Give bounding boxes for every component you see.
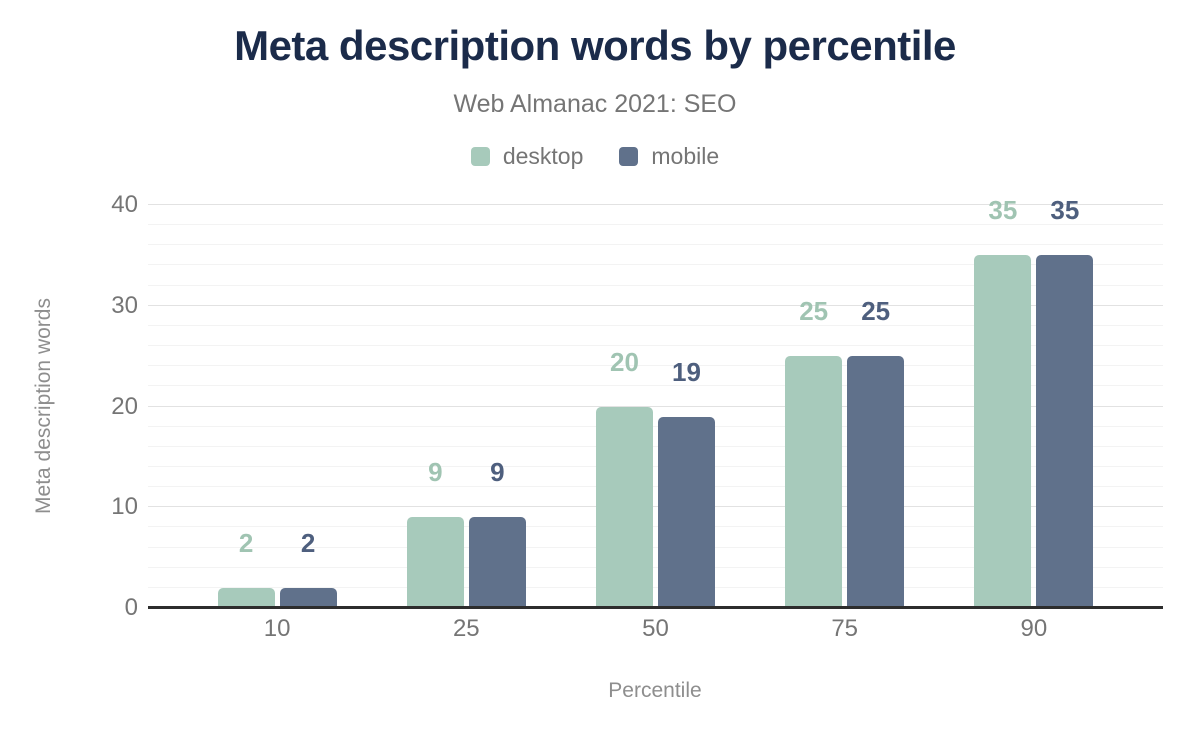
bar-value-label-mobile-p90: 35 — [1050, 195, 1080, 226]
minor-gridline-38 — [148, 224, 1163, 226]
bar-value-label-mobile-p10: 2 — [300, 527, 316, 558]
minor-gridline-32 — [148, 284, 1163, 286]
y-tick-label-40: 40 — [111, 191, 138, 218]
bar-value-label-desktop-p90: 35 — [988, 195, 1018, 226]
minor-gridline-28 — [148, 324, 1163, 326]
bar-value-label-desktop-p75: 25 — [799, 296, 829, 327]
minor-gridline-6 — [148, 546, 1163, 548]
bar-mobile-p75[interactable] — [847, 356, 905, 608]
y-tick-label-30: 30 — [111, 291, 138, 319]
mobile-series-swatch — [619, 147, 639, 166]
x-tick-label-90: 90 — [1020, 615, 1048, 642]
bar-mobile-p50[interactable] — [658, 416, 715, 608]
bar-mobile-p10[interactable] — [279, 587, 337, 608]
x-tick-label-50: 50 — [642, 615, 669, 642]
x-tick-label-25: 25 — [452, 615, 480, 642]
minor-gridline-18 — [148, 425, 1163, 427]
major-gridline-20 — [148, 405, 1163, 407]
bar-value-label-mobile-p50: 19 — [672, 356, 701, 387]
y-tick-label-0: 0 — [124, 594, 138, 621]
minor-gridline-34 — [148, 264, 1163, 266]
minor-gridline-36 — [148, 244, 1163, 246]
bar-mobile-p90[interactable] — [1036, 255, 1094, 608]
chart-subtitle: Web Almanac 2021: SEO — [453, 90, 737, 118]
bar-desktop-p75[interactable] — [785, 356, 843, 608]
x-tick-label-10: 10 — [263, 615, 291, 642]
bar-mobile-p25[interactable] — [468, 517, 526, 608]
bar-value-label-desktop-p50: 20 — [610, 346, 639, 377]
plot-area: 2 2 9 9 20 19 25 25 35 35 — [148, 197, 1163, 609]
legend-item-desktop: desktop — [470, 143, 584, 170]
bar-value-label-mobile-p25: 9 — [490, 457, 505, 488]
minor-gridline-22 — [148, 385, 1163, 387]
minor-gridline-2 — [148, 586, 1163, 588]
x-axis-title: Percentile — [608, 679, 702, 702]
minor-gridline-14 — [148, 465, 1163, 467]
minor-gridline-16 — [148, 445, 1163, 447]
y-tick-label-10: 10 — [111, 493, 138, 521]
major-gridline-40 — [148, 204, 1163, 205]
minor-gridline-26 — [148, 345, 1163, 347]
bar-desktop-p10[interactable] — [217, 587, 275, 608]
minor-gridline-24 — [148, 365, 1163, 367]
bar-desktop-p50[interactable] — [596, 406, 653, 608]
bar-desktop-p25[interactable] — [406, 517, 464, 608]
legend: desktop mobile — [0, 143, 1190, 170]
x-axis-line — [148, 606, 1163, 609]
bar-desktop-p90[interactable] — [974, 255, 1032, 608]
minor-gridline-12 — [148, 486, 1163, 488]
minor-gridline-8 — [148, 526, 1163, 528]
bar-value-label-mobile-p75: 25 — [861, 296, 891, 327]
major-gridline-30 — [148, 304, 1163, 306]
x-tick-label-75: 75 — [831, 615, 859, 642]
bar-value-label-desktop-p10: 2 — [238, 527, 254, 558]
major-gridline-10 — [148, 506, 1163, 508]
desktop-series-swatch — [470, 147, 490, 166]
bar-value-label-desktop-p25: 9 — [428, 457, 443, 488]
legend-item-mobile: mobile — [619, 143, 719, 170]
y-tick-label-20: 20 — [111, 392, 138, 420]
legend-label-desktop: desktop — [502, 143, 584, 169]
minor-gridline-4 — [148, 566, 1163, 568]
legend-label-mobile: mobile — [651, 143, 720, 169]
chart-title: Meta description words by percentile — [234, 22, 956, 69]
